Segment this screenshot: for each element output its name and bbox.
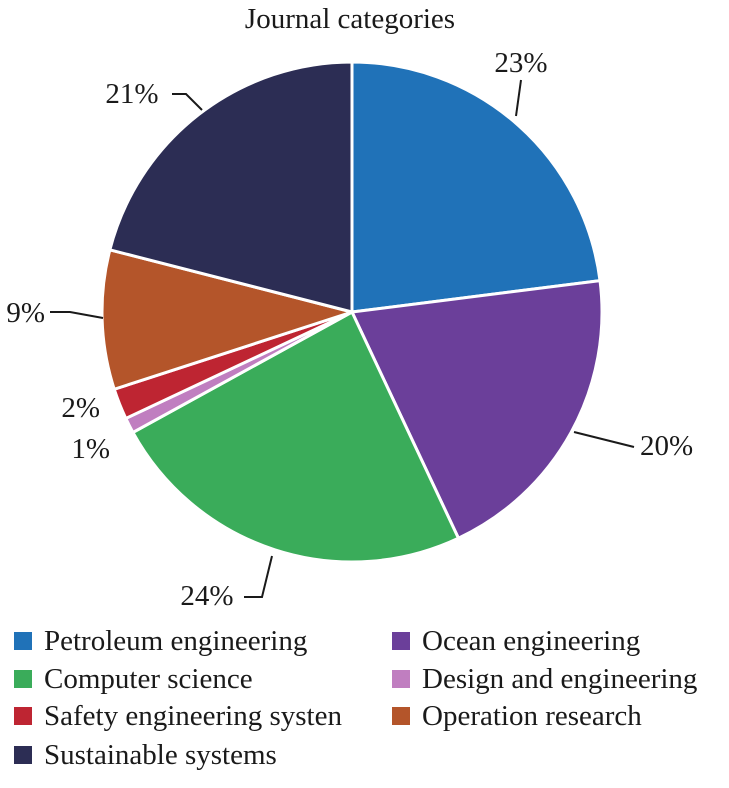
slice-value-label: 2% bbox=[61, 392, 100, 424]
legend-swatch bbox=[392, 707, 410, 725]
legend-label: Design and engineering bbox=[422, 663, 697, 695]
slice-value-label: 1% bbox=[71, 433, 110, 465]
slice-value-label: 21% bbox=[105, 78, 158, 110]
legend-label: Ocean engineering bbox=[422, 625, 640, 657]
legend-label: Operation research bbox=[422, 700, 642, 732]
slice-labels: 23% 20% 24% 1% 2% 9% 21% bbox=[6, 47, 693, 612]
chart-title: Journal categories bbox=[245, 3, 455, 35]
slice-value-label: 9% bbox=[6, 297, 45, 329]
legend-label: Sustainable systems bbox=[44, 739, 277, 771]
legend-label: Safety engineering systen bbox=[44, 700, 342, 732]
pie-slice-petroleum-engineering bbox=[350, 60, 602, 314]
slice-value-label: 20% bbox=[640, 430, 693, 462]
legend-swatch bbox=[14, 746, 32, 764]
pie-slices bbox=[100, 60, 604, 564]
pie-slice-sustainable-systems bbox=[108, 60, 354, 314]
leader-line bbox=[573, 431, 635, 448]
legend: Petroleum engineering Ocean engineering Co… bbox=[14, 625, 697, 771]
legend-label: Petroleum engineering bbox=[44, 625, 307, 657]
slice-value-label: 23% bbox=[494, 47, 547, 79]
leader-line bbox=[172, 93, 203, 111]
legend-swatch bbox=[14, 670, 32, 688]
legend-swatch bbox=[14, 632, 32, 650]
leader-line bbox=[50, 311, 104, 319]
leader-line bbox=[244, 555, 273, 598]
legend-swatch bbox=[14, 707, 32, 725]
legend-label: Computer science bbox=[44, 663, 253, 695]
pie-slice-ocean-engineering bbox=[349, 278, 604, 541]
leader-line bbox=[515, 79, 522, 117]
pie-slice-computer-science bbox=[130, 309, 461, 564]
legend-swatch bbox=[392, 632, 410, 650]
pie-slice-operation-research bbox=[100, 248, 358, 392]
slice-value-label: 24% bbox=[180, 580, 233, 612]
legend-swatch bbox=[392, 670, 410, 688]
